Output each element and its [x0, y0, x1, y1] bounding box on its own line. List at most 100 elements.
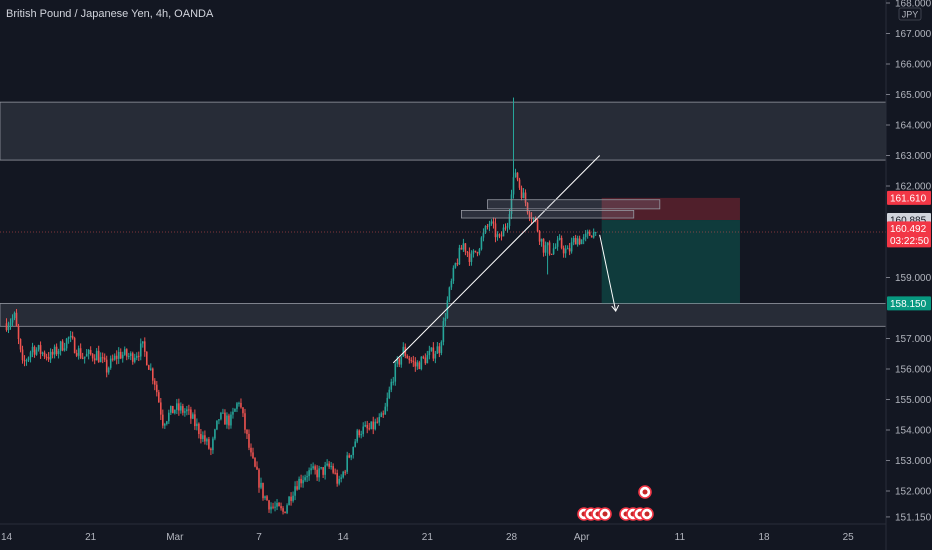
candle: [282, 506, 284, 515]
candle-body: [151, 368, 154, 381]
candle-body: [444, 318, 447, 322]
candle-body: [362, 426, 365, 435]
candle: [135, 352, 138, 361]
candle-body: [19, 339, 22, 350]
time-tick-label: 7: [256, 532, 262, 543]
target-price-badge: 158.150: [887, 296, 931, 311]
candle: [378, 413, 381, 426]
candle-body: [220, 412, 222, 420]
event-markers[interactable]: [577, 485, 654, 521]
candle: [340, 474, 342, 483]
candle: [474, 250, 477, 253]
event-flag-icon[interactable]: [638, 485, 652, 499]
candle-body: [420, 356, 423, 370]
candle: [544, 241, 547, 256]
candle: [39, 341, 42, 359]
candle-body: [17, 326, 20, 340]
candle: [444, 312, 447, 327]
candle-body: [288, 496, 290, 506]
candle: [504, 223, 507, 231]
candle: [242, 407, 244, 418]
candle: [302, 475, 304, 488]
event-flag-icon[interactable]: [640, 507, 654, 521]
time-axis[interactable]: 14 21 Mar 7 14 21 28 Apr 11 18 25: [1, 532, 854, 543]
candle-body: [298, 478, 300, 490]
candle-body: [578, 238, 581, 245]
candle-body: [119, 351, 122, 359]
candle-body: [260, 482, 262, 488]
candle: [568, 242, 571, 256]
candle: [560, 235, 563, 250]
candle-body: [304, 477, 306, 481]
candle-body: [580, 239, 583, 245]
candle-body: [238, 402, 240, 404]
candle: [238, 401, 240, 407]
currency-tag[interactable]: [898, 7, 922, 21]
candle-body: [496, 234, 499, 238]
candle: [590, 235, 593, 238]
candle-body: [204, 435, 206, 442]
candle: [149, 363, 152, 371]
candle: [488, 220, 491, 232]
candle-body: [342, 471, 344, 478]
candle: [456, 258, 459, 267]
candle-body: [9, 322, 12, 326]
candle-body: [544, 245, 547, 253]
candle-body: [286, 505, 288, 513]
candle-body: [372, 421, 375, 430]
candle-body: [556, 239, 559, 247]
candle-body: [226, 415, 228, 425]
candle-body: [364, 424, 367, 427]
candle: [318, 465, 320, 482]
candle-body: [29, 352, 32, 358]
candle-body: [564, 248, 567, 254]
candle: [200, 428, 202, 444]
candle: [278, 502, 280, 507]
candle-body: [450, 280, 453, 288]
candle: [43, 350, 46, 360]
projection-arrow: [599, 234, 617, 312]
candle: [115, 350, 118, 365]
candle-body: [516, 172, 519, 180]
candle: [67, 336, 70, 344]
candle: [310, 463, 312, 475]
candle: [556, 236, 559, 251]
candle: [79, 343, 82, 360]
candle-body: [382, 413, 385, 415]
candle-body: [548, 242, 551, 254]
event-flag-icon-core: [642, 489, 648, 495]
candle-body: [442, 321, 445, 342]
candle-body: [366, 424, 369, 429]
candle-body: [180, 406, 182, 411]
candle-body: [552, 248, 555, 255]
candle: [256, 461, 258, 470]
candle-body: [266, 496, 268, 501]
candle-body: [466, 251, 469, 253]
candle-body: [546, 242, 549, 246]
candle-body: [428, 350, 431, 356]
candle: [202, 431, 204, 442]
price-tick-label: 159.000: [895, 273, 932, 284]
candle-body: [216, 420, 218, 430]
candle: [372, 416, 375, 435]
candle-body: [434, 353, 437, 359]
price-axis[interactable]: 168.000 167.000 166.000 165.000 164.000 163.0…: [886, 0, 932, 523]
candle: [566, 245, 569, 250]
candle-body: [352, 446, 354, 456]
candle-body: [33, 346, 36, 355]
candle: [176, 399, 178, 415]
candle-body: [139, 343, 142, 357]
event-flag-icon[interactable]: [598, 507, 612, 521]
candle-body: [462, 243, 465, 250]
candle-body: [394, 363, 397, 382]
candle: [208, 436, 210, 450]
price-tick-label: 151.150: [895, 512, 932, 523]
price-tick-label: 166.000: [895, 60, 932, 71]
candle-body: [540, 238, 543, 242]
candle: [141, 341, 144, 348]
candle-body: [336, 472, 338, 484]
candle-body: [11, 318, 14, 323]
candle: [562, 245, 565, 258]
